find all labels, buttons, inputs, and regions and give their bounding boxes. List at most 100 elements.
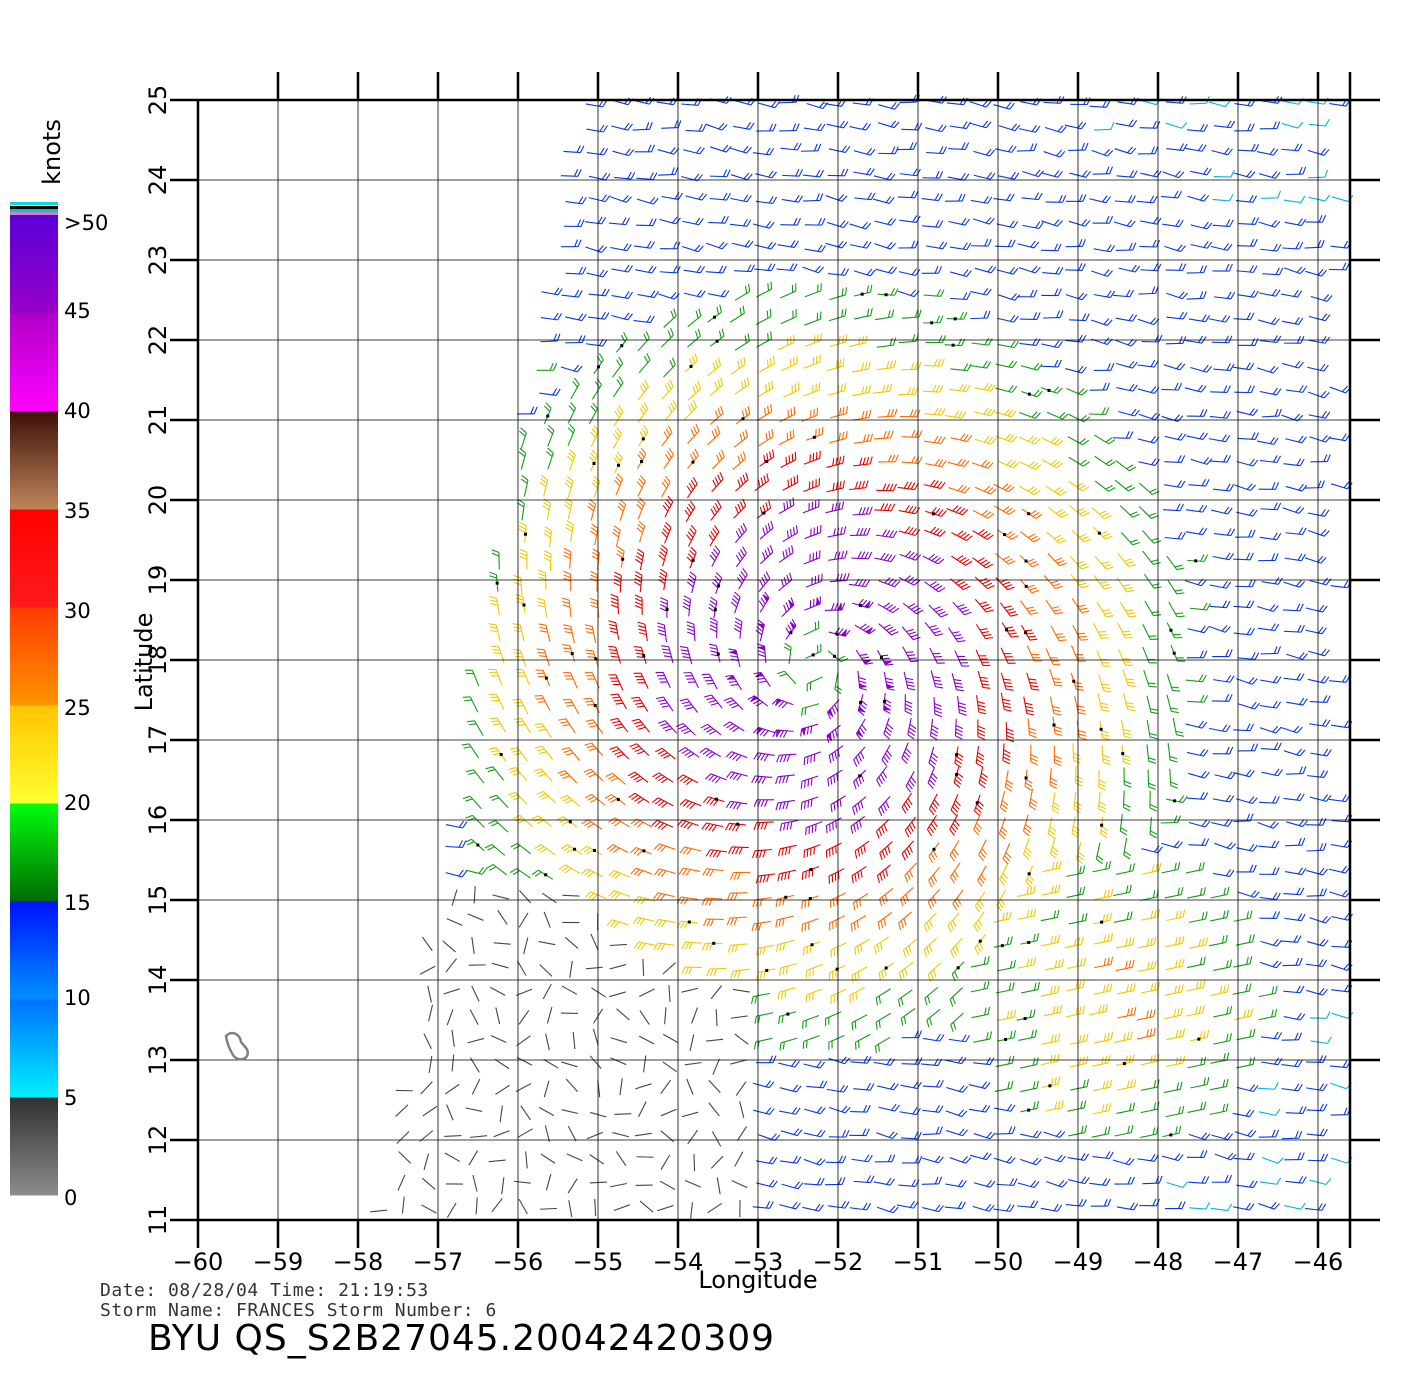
wind-barb-flag	[670, 402, 675, 410]
wind-barb	[538, 941, 556, 946]
wind-barb-flag	[890, 430, 894, 439]
wind-barb-flag	[859, 703, 867, 710]
wind-barb-flag	[907, 687, 916, 691]
wind-barb-flag	[1345, 262, 1350, 271]
wind-barb-flag	[1317, 240, 1322, 248]
wind-barb-flag	[1029, 143, 1034, 151]
wind-barb	[1146, 720, 1151, 738]
wind-barb-flag	[488, 820, 496, 825]
wind-barb-flag	[1078, 635, 1087, 638]
rain-flag	[741, 417, 745, 421]
wind-barb-flag	[840, 384, 843, 392]
wind-barb-flag	[763, 455, 766, 463]
wind-barb-flag	[844, 308, 847, 317]
wind-barb-flag	[865, 123, 871, 131]
wind-barb-flag	[985, 563, 993, 569]
wind-barb	[1186, 963, 1204, 969]
wind-barb	[1046, 531, 1060, 544]
wind-barb-flag	[694, 448, 699, 456]
wind-barb	[1260, 508, 1278, 511]
wind-barb-flag	[1005, 626, 1014, 629]
wind-barb-flag	[1053, 386, 1060, 393]
wind-barb-flag	[1254, 743, 1259, 751]
wind-barb-flag	[686, 581, 694, 588]
wind-barb-flag	[1150, 317, 1157, 324]
wind-barb-flag	[1343, 481, 1350, 489]
wind-barb-flag	[721, 242, 728, 250]
wind-barb	[565, 718, 576, 734]
wind-barb	[1022, 814, 1029, 832]
wind-barb-flag	[955, 731, 963, 737]
wind-barb-flag	[1343, 963, 1350, 970]
wind-barb-flag	[700, 723, 708, 729]
wind-barb	[1234, 103, 1252, 107]
wind-barb-flag	[648, 218, 654, 226]
wind-barb-flag	[637, 625, 646, 629]
rain-flag	[716, 652, 720, 656]
wind-barb-flag	[1123, 558, 1132, 562]
wind-barb-flag	[1318, 604, 1325, 612]
wind-barb-flag	[779, 823, 783, 832]
wind-barb	[1093, 248, 1111, 253]
wind-barb	[1016, 149, 1034, 152]
wind-barb	[758, 944, 775, 949]
wind-barb-flag	[514, 655, 523, 658]
wind-barb-flag	[1153, 909, 1157, 918]
wind-barb	[1051, 792, 1056, 810]
wind-barb-flag	[1274, 623, 1280, 631]
wind-barb	[952, 601, 965, 616]
wind-barb-flag	[987, 585, 995, 590]
wind-barb-flag	[567, 427, 574, 434]
wind-barb	[1306, 895, 1324, 897]
wind-barb-flag	[1120, 827, 1128, 832]
wind-barb	[758, 873, 776, 877]
wind-barb	[1187, 195, 1204, 202]
wind-barb-flag	[1033, 957, 1037, 965]
rain-flag	[884, 293, 888, 297]
wind-barb-flag	[1272, 867, 1277, 875]
wind-barb-flag	[1027, 584, 1035, 589]
wind-barb-flag	[636, 656, 645, 659]
wind-barb-flag	[736, 774, 742, 781]
wind-barb	[522, 669, 531, 686]
wind-barb	[1166, 694, 1172, 712]
wind-barb-flag	[1325, 436, 1332, 443]
wind-barb-flag	[690, 428, 695, 437]
wind-barb-flag	[961, 609, 970, 613]
wind-barb	[661, 386, 674, 400]
wind-barb	[1091, 507, 1105, 520]
wind-barb-flag	[1078, 388, 1085, 395]
wind-pennant	[790, 621, 796, 630]
wind-pennant	[859, 682, 867, 688]
wind-barb	[584, 221, 602, 225]
wind-barb	[803, 199, 821, 202]
wind-barb-flag	[961, 142, 966, 150]
wind-barb	[639, 553, 645, 571]
wind-barb	[1101, 745, 1104, 763]
wind-barb-flag	[889, 338, 893, 346]
wind-barb	[1328, 437, 1346, 442]
wind-barb-flag	[726, 771, 732, 779]
wind-barb-flag	[1128, 360, 1135, 368]
wind-barb	[693, 624, 696, 642]
wind-barb-flag	[1005, 685, 1013, 688]
wind-barb	[538, 815, 552, 828]
wind-barb-flag	[478, 866, 484, 874]
wind-barb-flag	[1084, 220, 1091, 227]
wind-barb	[898, 530, 916, 536]
wind-barb	[493, 942, 511, 945]
wind-barb-flag	[559, 794, 568, 800]
wind-barb-flag	[1109, 245, 1116, 253]
wind-barb-flag	[581, 335, 586, 343]
rain-flag	[544, 676, 548, 680]
wind-barb-flag	[832, 482, 835, 491]
wind-pennant	[801, 727, 807, 736]
wind-barb-flag	[961, 193, 966, 202]
wind-barb	[540, 844, 556, 855]
wind-barb-flag	[1054, 758, 1062, 763]
wind-barb-flag	[904, 875, 909, 883]
wind-barb-flag	[635, 570, 643, 576]
wind-barb-flag	[889, 360, 893, 369]
wind-barb-flag	[1248, 677, 1255, 684]
wind-barb	[516, 868, 531, 879]
